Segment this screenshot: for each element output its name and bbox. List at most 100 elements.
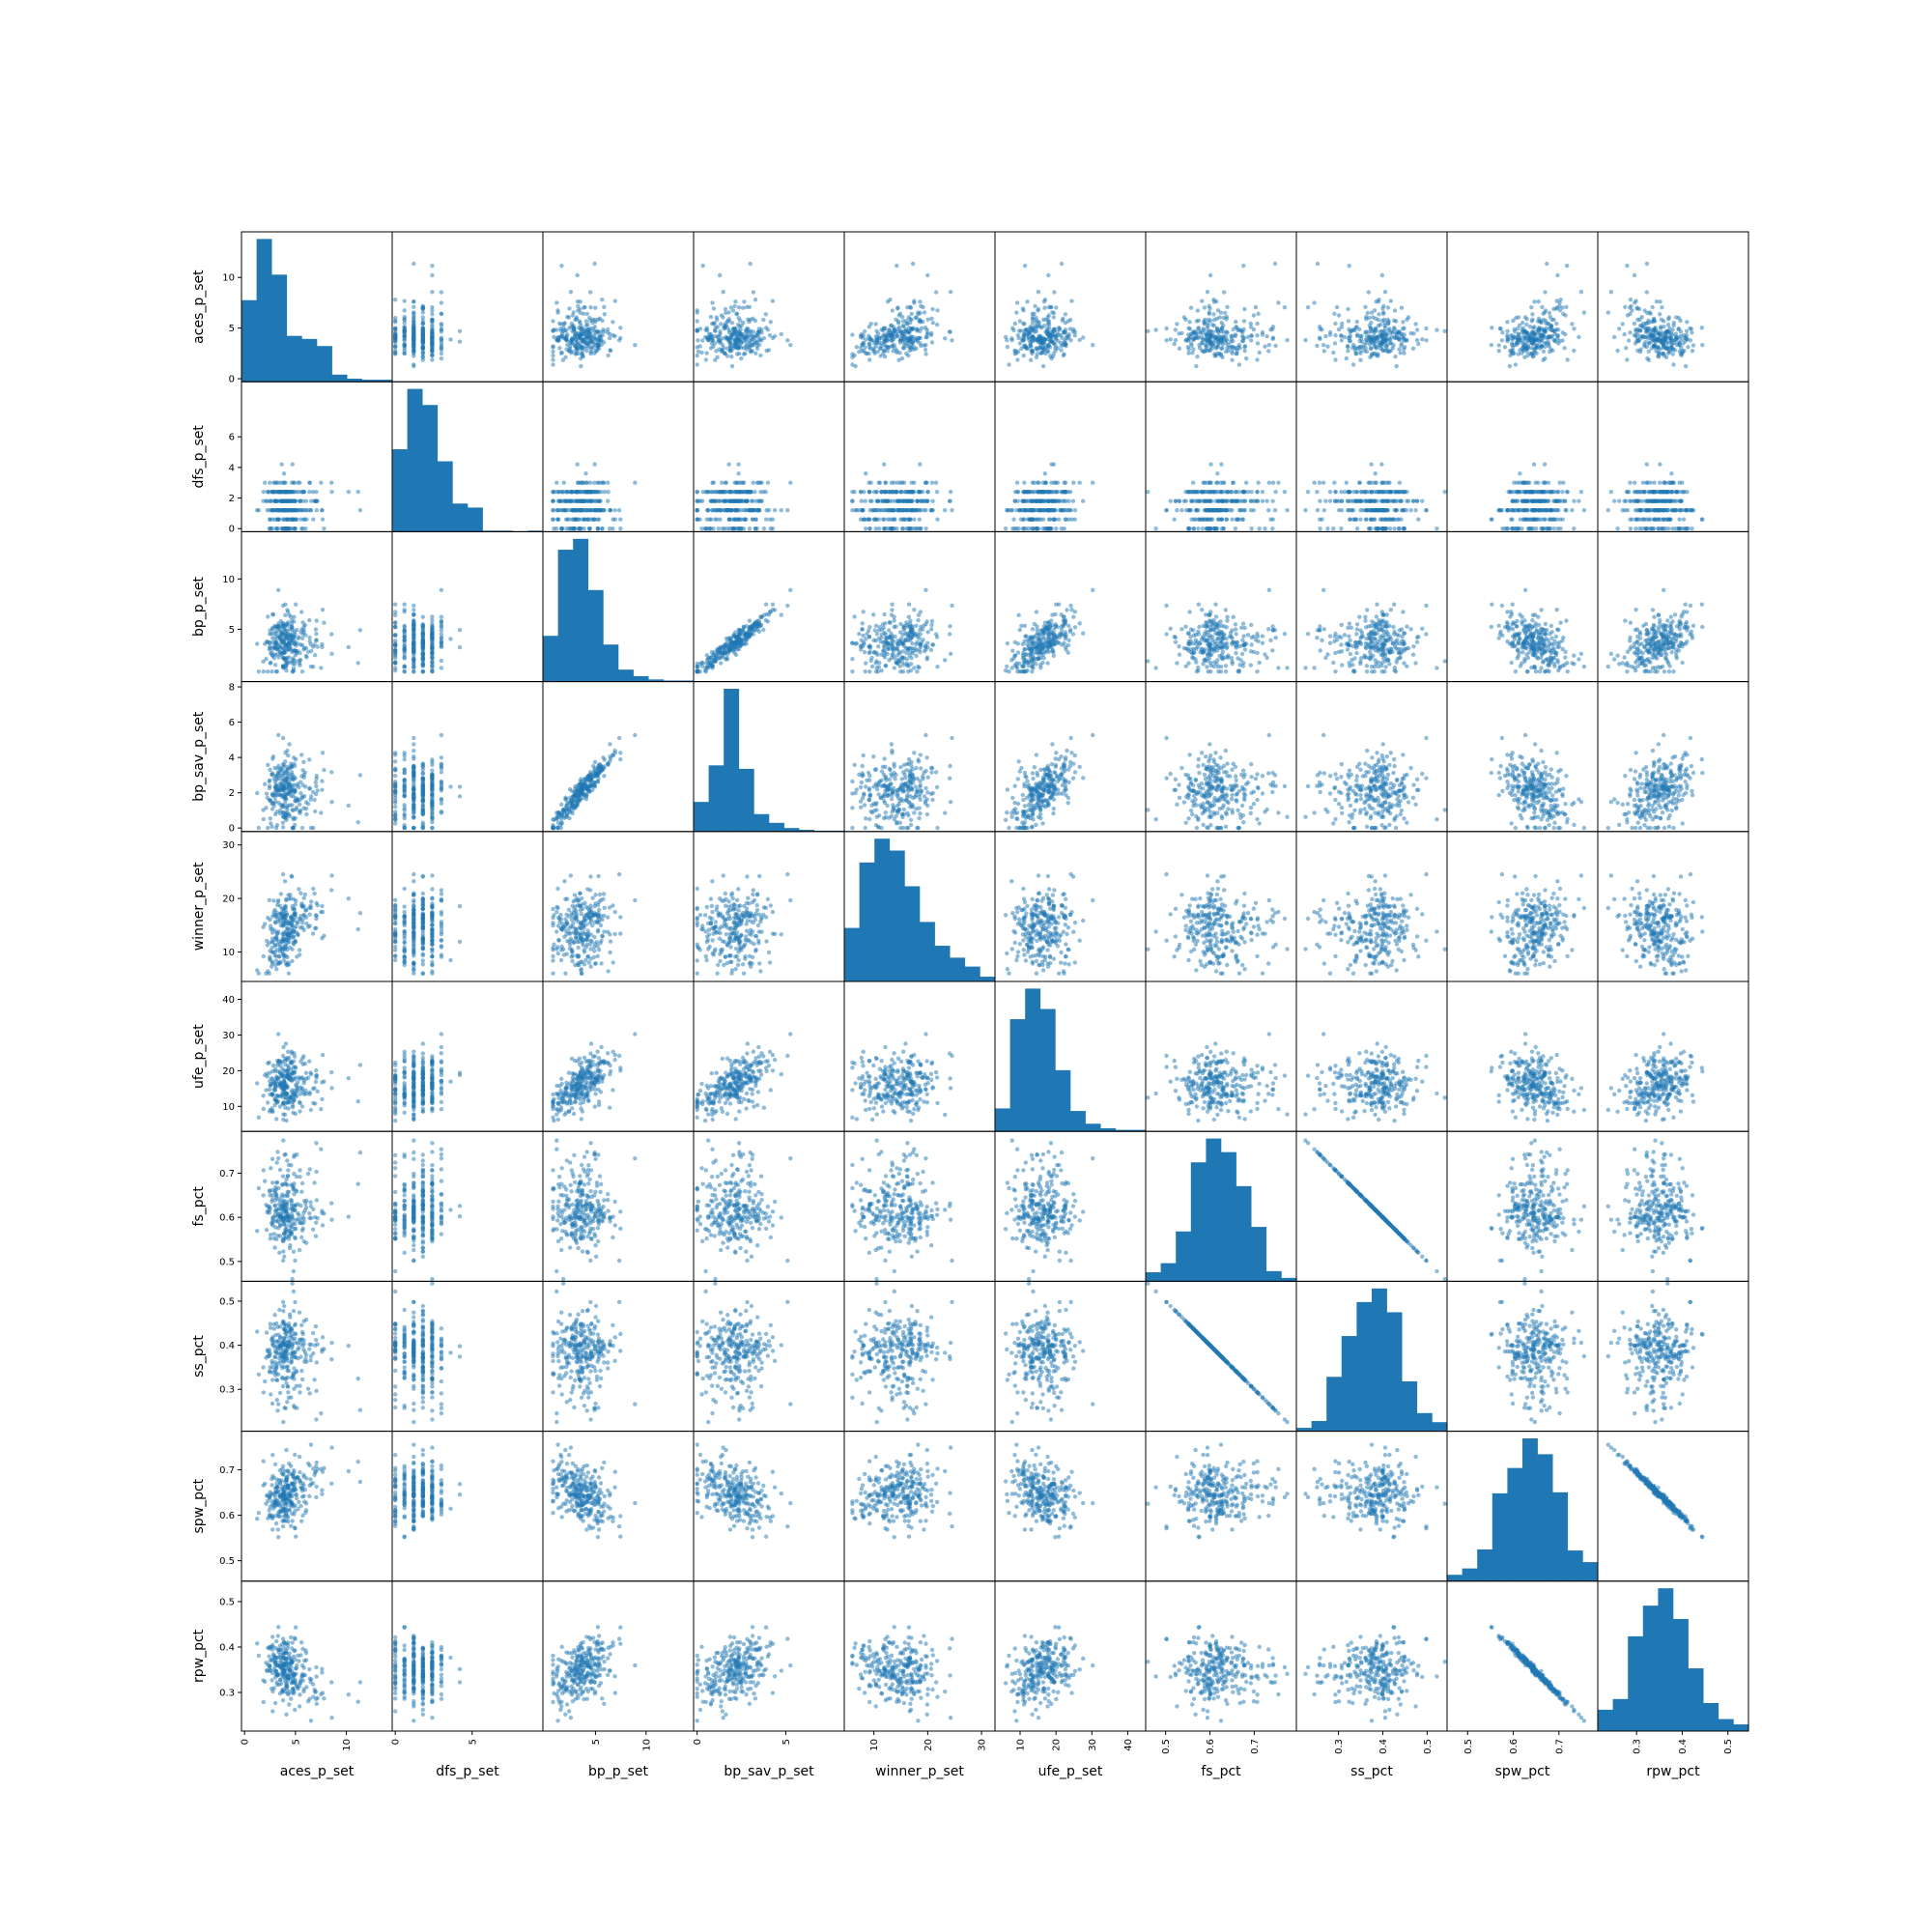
scatter-point bbox=[403, 318, 407, 322]
scatter-point bbox=[1241, 327, 1245, 331]
scatter-point bbox=[1060, 262, 1064, 266]
scatter-point bbox=[948, 329, 952, 333]
scatter-point bbox=[911, 327, 915, 331]
scatter-point bbox=[1146, 329, 1150, 333]
scatter-point bbox=[850, 332, 854, 336]
scatter-point bbox=[1543, 329, 1547, 333]
scatter-point bbox=[412, 305, 415, 309]
scatter-point bbox=[1212, 324, 1216, 327]
scatter-point bbox=[268, 490, 271, 494]
scatter-point bbox=[1628, 330, 1632, 334]
scatter-point bbox=[1068, 338, 1072, 342]
scatter-point bbox=[912, 481, 916, 485]
scatter-point bbox=[1355, 320, 1359, 324]
scatter-point bbox=[551, 319, 554, 323]
scatter-point bbox=[1505, 320, 1509, 324]
scatter-point bbox=[1031, 481, 1035, 485]
scatter-point bbox=[1023, 343, 1027, 347]
scatter-point bbox=[1208, 310, 1211, 314]
y-tick-label: 4 bbox=[229, 463, 235, 473]
scatter-point bbox=[1153, 526, 1157, 530]
scatter-point bbox=[1021, 338, 1025, 342]
scatter-point bbox=[874, 518, 878, 522]
scatter-point bbox=[262, 490, 266, 494]
scatter-point bbox=[1016, 333, 1020, 337]
scatter-point bbox=[1191, 526, 1195, 530]
scatter-point bbox=[886, 299, 890, 303]
scatter-point bbox=[696, 308, 699, 312]
scatter-point bbox=[1645, 321, 1649, 325]
scatter-point bbox=[709, 346, 713, 350]
scatter-point bbox=[618, 526, 622, 530]
scatter-point bbox=[1033, 304, 1037, 308]
scatter-point bbox=[1179, 331, 1183, 335]
scatter-point bbox=[1411, 347, 1415, 351]
scatter-point bbox=[1651, 333, 1655, 337]
scatter-point bbox=[1379, 329, 1383, 333]
scatter-point bbox=[1415, 338, 1419, 342]
y-tick-label: 0 bbox=[229, 375, 235, 385]
scatter-point bbox=[1234, 490, 1237, 494]
scatter-point bbox=[735, 346, 739, 350]
scatter-point bbox=[1541, 312, 1545, 316]
scatter-point bbox=[1647, 341, 1651, 345]
scatter-point bbox=[878, 481, 882, 485]
scatter-point bbox=[741, 306, 745, 310]
scatter-point bbox=[1520, 351, 1523, 355]
scatter-point bbox=[559, 508, 563, 512]
scatter-point bbox=[1229, 334, 1233, 338]
scatter-point bbox=[904, 518, 908, 522]
scatter-point bbox=[1548, 324, 1552, 327]
scatter-point bbox=[1510, 341, 1514, 345]
hist-bar-aces_p_set-0 bbox=[242, 300, 257, 382]
scatter-point bbox=[1037, 481, 1040, 485]
scatter-point bbox=[1634, 298, 1637, 302]
scatter-point bbox=[289, 499, 293, 503]
scatter-point bbox=[1676, 327, 1680, 331]
scatter-point bbox=[1234, 320, 1237, 324]
scatter-point bbox=[571, 324, 575, 327]
scatter-point bbox=[1252, 327, 1256, 331]
scatter-point bbox=[1623, 305, 1627, 309]
scatter-point bbox=[584, 349, 588, 353]
scatter-point bbox=[1645, 329, 1649, 333]
scatter-point bbox=[564, 508, 568, 512]
scatter-point bbox=[1529, 352, 1533, 355]
scatter-point bbox=[726, 310, 730, 314]
scatter-point bbox=[1420, 337, 1424, 341]
scatter-point bbox=[864, 471, 867, 475]
scatter-point bbox=[1022, 354, 1026, 357]
scatter-point bbox=[1201, 337, 1205, 341]
scatter-point bbox=[930, 307, 934, 311]
subplot-dfs_p_set-vs-fs_pct bbox=[1146, 382, 1296, 531]
scatter-point bbox=[286, 508, 290, 512]
scatter-point bbox=[1276, 300, 1280, 304]
scatter-point bbox=[1057, 518, 1061, 522]
scatter-point bbox=[1686, 345, 1690, 349]
scatter-point bbox=[1557, 304, 1561, 308]
scatter-point bbox=[758, 354, 762, 357]
scatter-point bbox=[1035, 316, 1038, 320]
scatter-point bbox=[1367, 316, 1371, 320]
scatter-point bbox=[1283, 305, 1287, 309]
scatter-point bbox=[586, 490, 590, 494]
scatter-point bbox=[1543, 356, 1547, 360]
scatter-point bbox=[1377, 312, 1380, 316]
scatter-point bbox=[1056, 481, 1060, 485]
scatter-point bbox=[1059, 333, 1063, 337]
scatter-point bbox=[753, 319, 757, 323]
subplot-frame bbox=[1598, 232, 1748, 382]
y-tick-label: 5 bbox=[229, 324, 235, 334]
scatter-point bbox=[731, 308, 735, 312]
scatter-point bbox=[1201, 481, 1205, 485]
hist-bar-dfs_p_set-4 bbox=[452, 503, 468, 531]
scatter-point bbox=[1188, 327, 1192, 330]
scatter-point bbox=[896, 321, 900, 325]
scatter-point bbox=[1383, 290, 1387, 294]
scatter-point bbox=[895, 526, 898, 530]
scatter-point bbox=[1015, 300, 1019, 304]
scatter-point bbox=[268, 526, 271, 530]
scatter-point bbox=[1561, 312, 1565, 316]
scatter-point bbox=[912, 347, 916, 351]
subplot-dfs_p_set-vs-bp_p_set bbox=[543, 382, 694, 531]
